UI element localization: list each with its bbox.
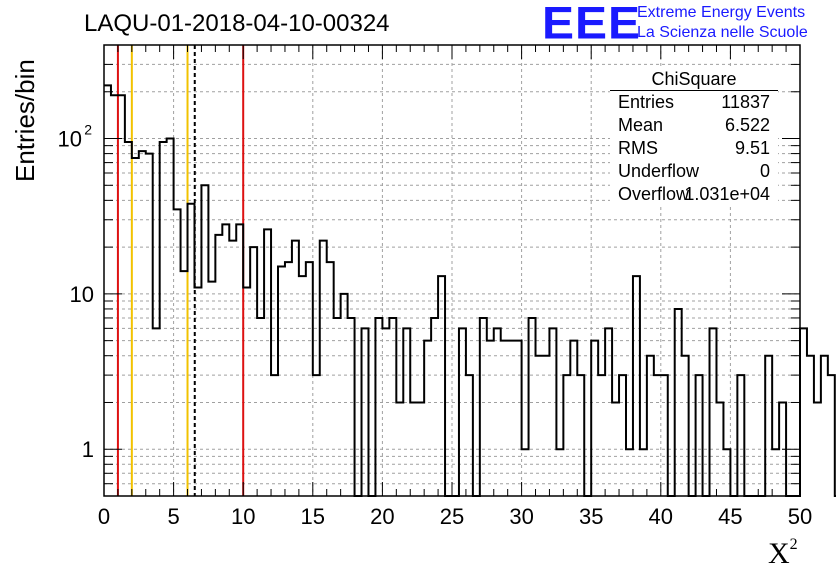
logo-line-2: La Scienza nelle Scuole — [637, 24, 808, 41]
stats-value: 1.031e+04 — [684, 184, 770, 204]
x-tick-label: 30 — [509, 504, 533, 529]
y-tick-label: 1 — [82, 437, 94, 462]
x-axis-label-superscript: 2 — [789, 536, 798, 553]
x-tick-label: 50 — [788, 504, 812, 529]
stats-row-overflow: Overflow 1.031e+04 — [610, 183, 778, 206]
x-tick-label: 15 — [301, 504, 325, 529]
stats-row-rms: RMS 9.51 — [610, 137, 778, 160]
histogram-outline — [104, 84, 836, 497]
y-tick-label: 10 — [70, 282, 94, 307]
stats-value: 0 — [759, 161, 770, 181]
x-tick-label: 45 — [718, 504, 742, 529]
chart-title: LAQU-01-2018-04-10-00324 — [84, 10, 390, 37]
y-tick-label: 10 — [58, 127, 82, 152]
histogram — [104, 84, 836, 497]
x-axis-label: X2 — [768, 536, 798, 570]
stats-label: Overflow — [618, 184, 690, 204]
x-tick-label: 25 — [440, 504, 464, 529]
x-tick-label: 40 — [649, 504, 673, 529]
grid — [104, 45, 800, 496]
eee-logo: EEE — [542, 0, 642, 49]
stats-value: 9.51 — [734, 138, 770, 158]
y-axis-label: Entries/bin — [10, 59, 40, 182]
x-tick-label: 10 — [231, 504, 255, 529]
stats-label: Entries — [618, 92, 675, 112]
stats-title: ChiSquare — [610, 68, 778, 91]
x-tick-label: 35 — [579, 504, 603, 529]
stats-value: 6.522 — [724, 115, 770, 135]
y-tick-label-exponent: 2 — [84, 122, 92, 138]
x-tick-label: 20 — [370, 504, 394, 529]
stats-label: Mean — [618, 115, 664, 135]
stats-row-mean: Mean 6.522 — [610, 114, 778, 137]
stats-box: ChiSquare Entries 11837 Mean 6.522 RMS 9.51… — [610, 68, 778, 206]
logo-line-1: Extreme Energy Events — [637, 4, 806, 21]
stats-row-underflow: Underflow 0 — [610, 160, 778, 183]
stats-row-entries: Entries 11837 — [610, 91, 778, 114]
x-tick-label: 0 — [98, 504, 110, 529]
stats-value: 11837 — [721, 92, 770, 112]
x-tick-label: 5 — [167, 504, 179, 529]
stats-label: RMS — [618, 138, 658, 158]
stats-label: Underflow — [618, 161, 700, 181]
